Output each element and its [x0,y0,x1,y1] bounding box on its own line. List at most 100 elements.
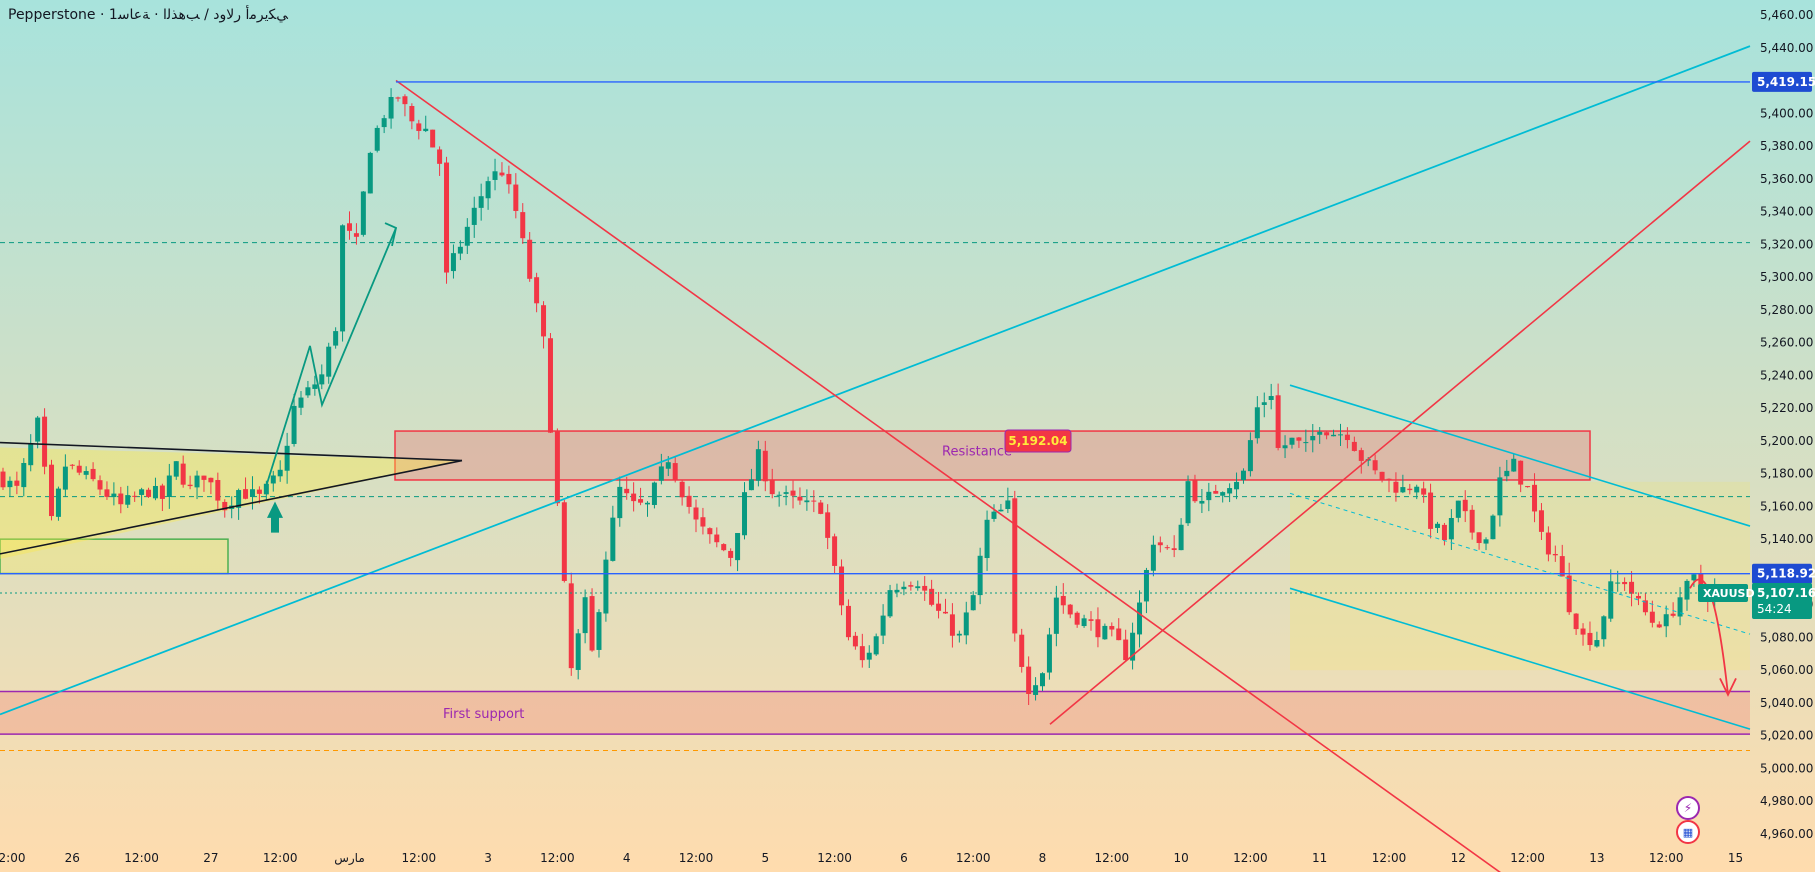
x-tick-label: 12:00 [124,851,159,865]
candle-bullish [360,191,366,235]
candle-bearish [859,646,865,661]
x-tick-label: 12:00 [679,851,714,865]
candle-bearish [679,481,685,498]
candle-bullish [1448,518,1454,540]
candle-bearish [1192,480,1198,502]
candle-bearish [513,184,519,211]
channel-fill [1290,481,1750,671]
candle-bullish [977,555,983,596]
candle-bullish [1137,602,1143,635]
price-tag-top: 5,419.15 [1757,75,1815,89]
y-tick-label: 5,020.00 [1760,729,1813,743]
candle-bullish [1483,539,1489,544]
candle-bullish [1040,673,1045,687]
candle-bearish [1518,460,1524,485]
resistance-high-badge [1004,429,1072,453]
lightning-icon[interactable]: ⚡ [1676,796,1700,820]
candle-bearish [686,495,692,507]
candle-bullish [464,226,470,246]
candle-bullish [471,207,477,225]
candle-bullish [582,597,588,634]
candle-bearish [1351,441,1357,451]
triangle-lower-line [0,459,463,555]
candle-bearish [1635,595,1641,599]
candle-bearish [631,493,637,502]
x-tick-label: 5 [761,851,769,865]
candle-bullish [610,517,616,561]
x-tick-label: 12:00 [956,851,991,865]
x-tick-label: 27 [203,851,218,865]
candle-bullish [575,633,581,670]
candle-bullish [658,466,664,481]
candle-bearish [1067,604,1073,615]
y-tick-label: 4,960.00 [1760,827,1813,841]
candle-bullish [35,417,41,442]
candle-bearish [1532,484,1538,512]
candle-bearish [561,502,567,581]
candle-bearish [1573,613,1579,630]
candle-bullish [381,118,387,128]
candle-bearish [14,480,20,486]
y-tick-label: 5,240.00 [1760,368,1813,382]
candle-bearish [499,172,505,176]
candle-bullish [270,475,276,484]
candle-bearish [0,471,6,488]
candle-bearish [693,507,699,520]
x-tick-label: 26 [65,851,80,865]
candle-bearish [104,489,110,497]
candle-bullish [1220,492,1226,496]
candle-bearish [1393,481,1399,493]
candle-bearish [714,534,720,543]
candle-bullish [1261,402,1267,405]
x-tick-label: 12:00 [402,851,437,865]
candle-bearish [1622,581,1628,585]
candle-bullish [423,128,429,132]
candle-bearish [208,477,214,483]
flag-icon[interactable]: ▦ [1676,820,1700,844]
projection-arrowhead-down [1719,677,1737,697]
candle-bearish [444,162,450,273]
candle-bearish [76,465,82,473]
candle-bullish [1234,481,1240,490]
price-tag-top-bg [1752,71,1812,92]
candle-bullish [194,475,200,488]
projection-arrow-up [264,227,397,491]
candle-bullish [1511,458,1517,472]
candle-bullish [1677,597,1683,617]
candle-bullish [457,246,463,254]
resistance-zone [394,430,1591,481]
consolidation-box [0,538,229,575]
candle-bullish [901,586,907,590]
y-tick-label: 5,280.00 [1760,303,1813,317]
candle-bullish [873,636,879,655]
candle-bullish [152,485,158,499]
candle-bullish [1185,481,1191,524]
candle-bearish [922,585,928,591]
y-tick-label: 5,160.00 [1760,499,1813,513]
resistance-label: Resistance [942,445,1012,460]
candle-bearish [395,97,401,99]
y-tick-label: 5,260.00 [1760,336,1813,350]
y-tick-label: 5,360.00 [1760,172,1813,186]
candle-bearish [118,493,124,505]
candle-bearish [1407,488,1413,491]
price-tag-mid: 5,118.92 [1757,567,1815,581]
candle-bearish [1525,486,1531,488]
candle-bullish [1504,470,1510,477]
candle-bearish [1670,613,1676,616]
y-tick-label: 5,300.00 [1760,270,1813,284]
candle-bullish [1435,523,1441,528]
candle-bearish [1372,460,1378,471]
candle-bearish [624,488,630,494]
candle-bullish [984,519,990,559]
candle-bearish [1559,556,1565,577]
candle-bullish [866,652,872,660]
candle-bearish [1379,471,1385,480]
y-tick-label: 5,440.00 [1760,41,1813,55]
x-tick-label: 2:00 [0,851,25,865]
x-tick-label: 12:00 [1510,851,1545,865]
candle-bearish [534,277,540,304]
candle-bullish [1178,524,1184,551]
